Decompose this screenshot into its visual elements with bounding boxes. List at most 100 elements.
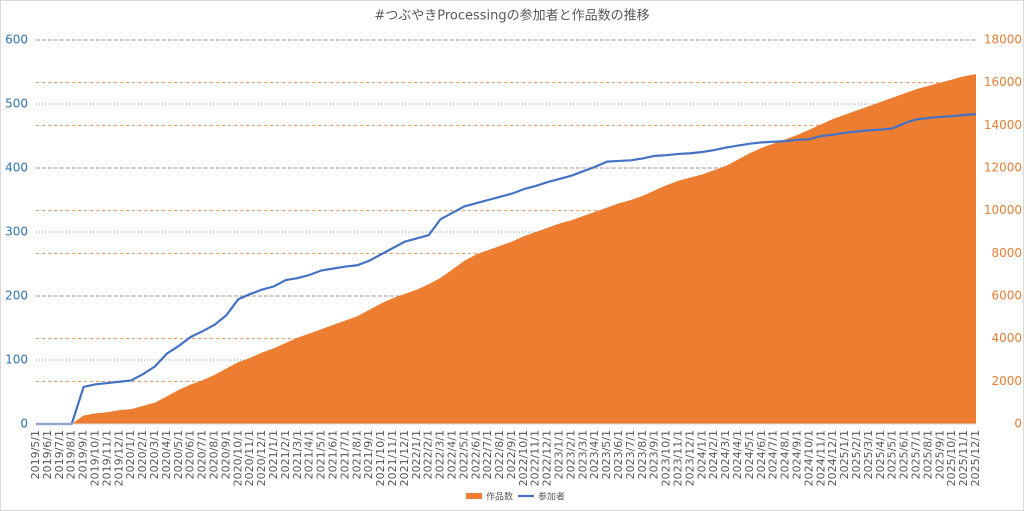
x-tick-label: 2025/1/1 [838,430,851,479]
x-tick-label: 2020/12/1 [255,430,268,486]
x-tick-label: 2021/1/1 [267,430,280,479]
area [36,74,976,424]
x-tick-label: 2019/8/1 [65,430,78,479]
x-tick-label: 2022/10/1 [517,430,530,486]
x-tick-label: 2021/7/1 [338,430,351,479]
x-tick-label: 2025/4/1 [874,430,887,479]
legend-label: 参加者 [538,491,565,503]
x-tick-label: 2020/5/1 [172,430,185,479]
x-tick-label: 2023/2/1 [564,430,577,479]
x-tick-label: 2025/7/1 [910,430,923,479]
y2-tick-label: 6000 [991,289,1022,303]
y2-tick-label: 10000 [984,203,1022,217]
x-tick-label: 2023/3/1 [576,430,589,479]
x-tick-label: 2021/10/1 [374,430,387,486]
labels: 0100200300400500600020004000600080001000… [5,33,1022,503]
x-tick-label: 2022/5/1 [457,430,470,479]
y-tick-label: 100 [5,353,28,367]
x-tick-label: 2023/6/1 [612,430,625,479]
x-tick-label: 2020/3/1 [148,430,161,479]
y-tick-label: 500 [5,97,28,111]
y2-tick-label: 2000 [991,374,1022,388]
x-tick-label: 2022/7/1 [481,430,494,479]
x-tick-label: 2024/6/1 [755,430,768,479]
x-tick-label: 2024/9/1 [791,430,804,479]
x-tick-label: 2023/12/1 [683,430,696,486]
x-tick-label: 2021/6/1 [326,430,339,479]
x-tick-label: 2019/5/1 [29,430,42,479]
x-tick-label: 2021/4/1 [303,430,316,479]
y2-tick-label: 18000 [984,33,1022,47]
x-tick-label: 2019/7/1 [53,430,66,479]
x-tick-label: 2024/8/1 [779,430,792,479]
x-tick-label: 2024/7/1 [767,430,780,479]
y-tick-label: 400 [5,161,28,175]
x-tick-label: 2021/8/1 [350,430,363,479]
y2-tick-label: 8000 [991,246,1022,260]
x-tick-label: 2020/2/1 [136,430,149,479]
x-tick-label: 2021/12/1 [398,430,411,486]
x-tick-label: 2025/2/1 [850,430,863,479]
x-tick-label: 2022/3/1 [434,430,447,479]
x-tick-label: 2023/11/1 [672,430,685,486]
x-tick-label: 2019/11/1 [100,430,113,486]
x-tick-label: 2024/10/1 [802,430,815,486]
y-tick-label: 200 [5,289,28,303]
x-tick-label: 2025/9/1 [933,430,946,479]
x-tick-label: 2022/11/1 [529,430,542,486]
x-tick-label: 2021/11/1 [386,430,399,486]
x-tick-label: 2023/9/1 [648,430,661,479]
y2-tick-label: 16000 [984,75,1022,89]
x-tick-label: 2023/8/1 [636,430,649,479]
marks [36,74,977,426]
x-tick-label: 2020/7/1 [196,430,209,479]
x-tick-label: 2024/4/1 [731,430,744,479]
x-tick-label: 2025/5/1 [886,430,899,479]
x-tick-label: 2023/4/1 [588,430,601,479]
x-tick-label: 2020/6/1 [184,430,197,479]
x-tick-label: 2023/1/1 [553,430,566,479]
x-tick-label: 2024/1/1 [695,430,708,479]
x-tick-label: 2022/8/1 [493,430,506,479]
x-tick-label: 2020/10/1 [231,430,244,486]
x-tick-label: 2023/10/1 [660,430,673,486]
x-tick-label: 2025/8/1 [921,430,934,479]
x-tick-label: 2022/9/1 [505,430,518,479]
x-tick-label: 2021/5/1 [315,430,328,479]
x-tick-label: 2021/3/1 [291,430,304,479]
x-tick-label: 2021/9/1 [362,430,375,479]
x-tick-label: 2021/2/1 [279,430,292,479]
legend-label: 作品数 [486,491,513,503]
x-tick-label: 2024/3/1 [719,430,732,479]
x-tick-label: 2019/9/1 [77,430,90,479]
x-tick-label: 2020/8/1 [207,430,220,479]
y2-tick-label: 4000 [991,331,1022,345]
y-tick-label: 0 [20,417,28,431]
x-tick-label: 2024/12/1 [826,430,839,486]
x-tick-label: 2020/9/1 [219,430,232,479]
y2-tick-label: 14000 [984,118,1022,132]
x-tick-label: 2023/5/1 [600,430,613,479]
y2-tick-label: 12000 [984,161,1022,175]
y-tick-label: 600 [5,33,28,47]
x-tick-label: 2020/11/1 [243,430,256,486]
chart-title: #つぶやきProcessingの参加者と作品数の推移 [374,8,649,24]
x-tick-label: 2025/10/1 [945,430,958,486]
x-tick-label: 2024/5/1 [743,430,756,479]
x-tick-label: 2019/12/1 [112,430,125,486]
x-tick-label: 2022/12/1 [541,430,554,486]
x-tick-label: 2022/6/1 [469,430,482,479]
x-tick-label: 2022/2/1 [422,430,435,479]
x-tick-label: 2025/11/1 [957,430,970,486]
x-tick-label: 2020/4/1 [160,430,173,479]
legend-swatch [466,493,482,499]
x-tick-label: 2025/6/1 [898,430,911,479]
x-tick-label: 2024/2/1 [707,430,720,479]
x-tick-label: 2019/10/1 [88,430,101,486]
x-tick-label: 2022/1/1 [410,430,423,479]
x-tick-label: 2024/11/1 [814,430,827,486]
x-tick-label: 2022/4/1 [445,430,458,479]
x-tick-label: 2019/6/1 [41,430,54,479]
x-tick-label: 2025/3/1 [862,430,875,479]
